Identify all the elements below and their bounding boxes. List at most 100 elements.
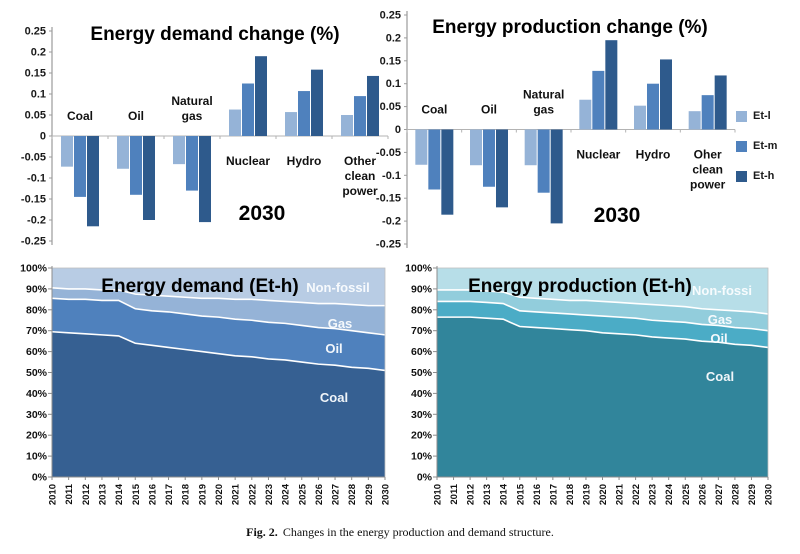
y-tick-label: 40% <box>26 388 48 400</box>
x-tick-label-year: 2016 <box>532 484 543 505</box>
area-chart-energy-demand-structure: 100%90%80%70%60%50%40%30%20%10%0%2010 201… <box>20 263 391 506</box>
y-tick-label: -0.2 <box>382 216 401 228</box>
y-tick-label: 40% <box>411 388 433 400</box>
band-boundary <box>437 300 769 332</box>
y-tick-label: 0.1 <box>386 78 401 90</box>
area-band-Coal <box>52 331 385 477</box>
bar <box>311 69 323 136</box>
x-tick-label-year: 2015 <box>131 483 142 505</box>
bar <box>354 96 366 136</box>
bar <box>341 115 353 136</box>
y-tick-label: -0.05 <box>21 152 46 164</box>
bar <box>130 136 142 195</box>
x-tick-label-year: 2017 <box>164 484 175 505</box>
y-tick-label: 80% <box>26 304 48 316</box>
band-label-Gas: Gas <box>708 312 733 327</box>
x-tick-label-year: 2026 <box>697 484 708 505</box>
chart-title: Energy demand change (%) <box>90 24 339 45</box>
x-tick-label-year: 2024 <box>281 483 292 505</box>
bars-series-Et-l <box>415 99 701 166</box>
legend-label: Et-h <box>753 170 775 182</box>
x-tick-label-year: 2011 <box>64 483 75 504</box>
chart-title: Energy production change (%) <box>432 17 708 38</box>
x-tick-label-year: 2010 <box>433 484 444 505</box>
category-label: Other <box>344 154 376 168</box>
bar <box>428 129 441 190</box>
area-chart-energy-production-structure: 100%90%80%70%60%50%40%30%20%10%0%2010 201… <box>405 263 775 506</box>
y-tick-label: 10% <box>26 451 48 463</box>
y-tick-label: 10% <box>411 451 433 463</box>
y-tick-label: 50% <box>26 367 48 379</box>
x-tick-label-year: 2028 <box>730 484 741 505</box>
x-tick-label-year: 2017 <box>548 484 559 505</box>
band-boundary <box>51 297 386 336</box>
legend-item-Et-l: Et-l <box>736 101 777 131</box>
y-tick-label: 0.05 <box>380 101 401 113</box>
x-tick-label-year: 2023 <box>648 484 659 505</box>
chart-title: Energy production (Et-h) <box>468 276 692 297</box>
bars-series-Et-m <box>74 83 366 197</box>
y-axis: 0.25 0.2 0.15 0.1 0.05 0 -0.05 -0.1 -0.15 -0.2 -0.… <box>376 10 408 251</box>
x-tick-label-year: 2019 <box>581 484 592 505</box>
y-tick-label: 0.25 <box>25 26 46 38</box>
y-tick-label: -0.25 <box>376 239 401 251</box>
y-tick-label: 0 <box>40 131 46 143</box>
x-tick-label-year: 2019 <box>197 484 208 505</box>
x-axis: 2010 2011 2012 2013 2014 2015 2016 2017 2018 2019… <box>433 476 775 505</box>
bar <box>496 129 508 208</box>
bar <box>143 136 155 220</box>
bar <box>470 129 482 166</box>
y-tick-label: 0% <box>417 472 433 484</box>
category-label: Natural <box>171 94 212 108</box>
chart-title: Energy demand (Et-h) <box>101 276 298 297</box>
category-label: Nuclear <box>576 148 620 162</box>
x-tick-label-year: 2021 <box>231 483 242 505</box>
y-tick-label: 0.15 <box>25 68 46 80</box>
category-label: Coal <box>67 109 93 123</box>
bar-chart-energy-demand-change: 0.25 0.2 0.15 0.1 0.05 0 -0.05 -0.1 -0.15 -0.2 -0.… <box>21 24 389 248</box>
y-tick-label: -0.25 <box>21 236 46 248</box>
bar <box>415 129 428 165</box>
bar <box>173 136 185 165</box>
y-tick-label: 0.2 <box>386 32 401 44</box>
category-label: Oil <box>128 109 144 123</box>
bar <box>441 129 454 215</box>
y-tick-label: 0.2 <box>31 47 46 59</box>
bar <box>550 129 563 224</box>
x-tick-label-year: 2013 <box>482 484 493 505</box>
x-tick-label-year: 2022 <box>631 484 642 505</box>
x-tick-label-year: 2029 <box>364 484 375 505</box>
x-axis <box>51 135 389 139</box>
bar <box>74 136 86 197</box>
bars-series-Et-m <box>428 70 714 193</box>
y-tick-label: 90% <box>26 283 48 295</box>
y-tick-label: 90% <box>411 283 433 295</box>
x-tick-label-year: 2018 <box>565 484 576 505</box>
bar <box>483 129 495 187</box>
y-tick-label: 0.05 <box>25 110 46 122</box>
band-label-Oil: Oil <box>325 341 342 356</box>
category-label: gas <box>533 103 554 117</box>
bar <box>242 83 254 136</box>
x-tick-label-year: 2014 <box>499 483 510 505</box>
x-tick-label-year: 2016 <box>147 484 158 505</box>
bar <box>87 136 99 227</box>
y-tick-label: 70% <box>26 325 48 337</box>
category-label: gas <box>182 109 203 123</box>
x-tick-label-year: 2014 <box>114 483 125 505</box>
area-band-Coal <box>437 317 768 477</box>
y-tick-label: -0.15 <box>376 193 401 205</box>
x-tick-label-year: 2023 <box>264 484 275 505</box>
bar <box>592 70 605 130</box>
y-tick-label: 70% <box>411 325 433 337</box>
x-tick-label-year: 2027 <box>714 484 725 505</box>
band-label-Oil: Oil <box>710 331 727 346</box>
y-tick-label: 0.15 <box>380 55 401 67</box>
category-label: Nuclear <box>226 154 270 168</box>
bar <box>714 75 727 130</box>
y-tick-label: 60% <box>26 346 48 358</box>
area-band-Gas <box>437 289 768 331</box>
y-tick-label: 20% <box>411 430 433 442</box>
band-boundary <box>437 316 769 349</box>
